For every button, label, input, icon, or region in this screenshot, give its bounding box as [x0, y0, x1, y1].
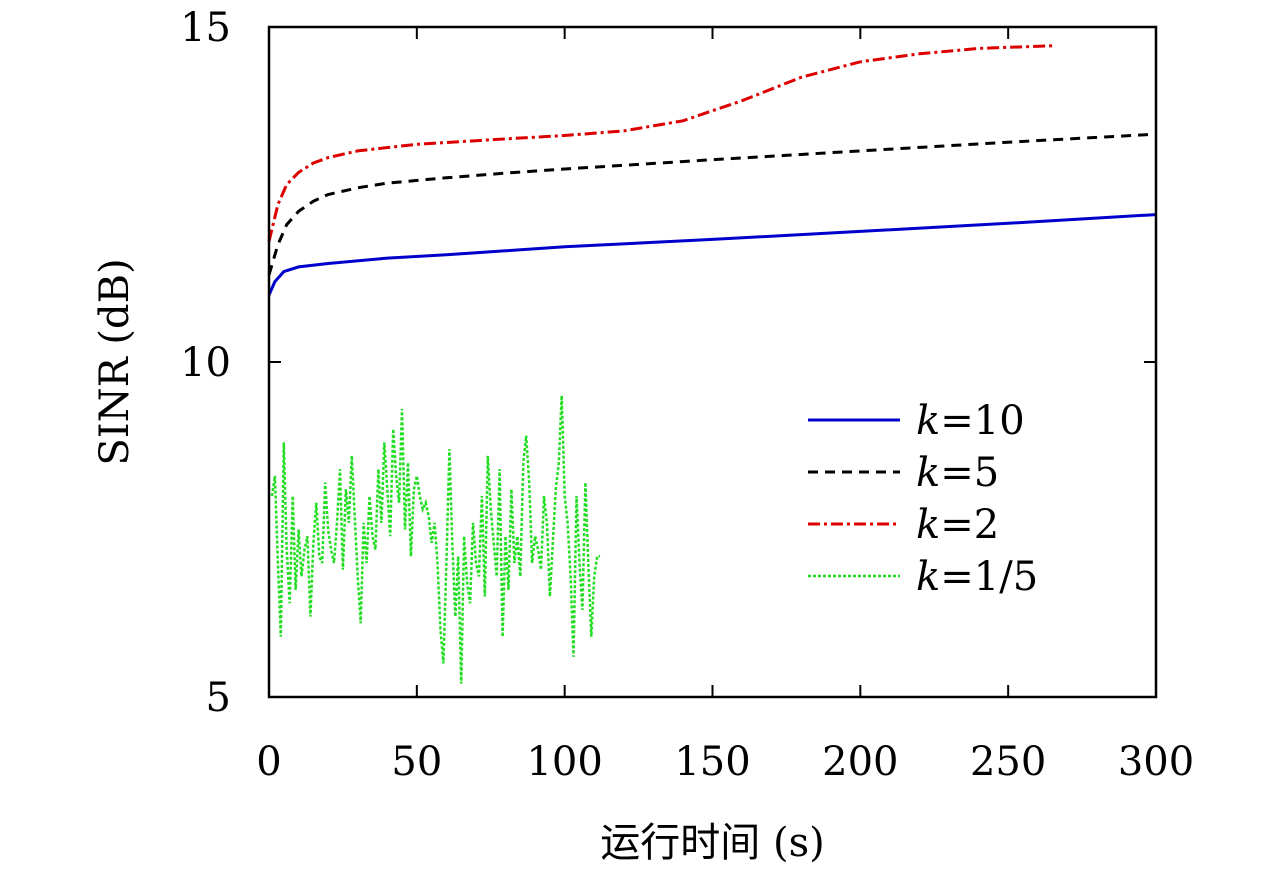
legend-label-2: k=2: [916, 502, 999, 548]
legend: k=10 k=5 k=2 k=1/5: [808, 398, 1038, 600]
legend-label-1: k=5: [916, 450, 999, 496]
series-line-2: [267, 44, 1053, 242]
x-tick-label: 0: [256, 739, 281, 785]
x-tick-label: 50: [391, 739, 442, 785]
series-line-0: [267, 213, 1157, 296]
x-tick-label: 250: [970, 739, 1046, 785]
ticks-layer: 0 50 100 150 200 250 300 5 10 15: [180, 5, 1194, 785]
legend-label-0: k=10: [916, 398, 1025, 444]
series-layer: [267, 44, 1157, 684]
y-tick-label: 15: [180, 5, 231, 51]
y-tick-label: 10: [180, 340, 231, 386]
y-axis-label: SINR (dB): [92, 258, 138, 465]
x-axis-label: 运行时间 (s): [600, 820, 824, 866]
series-line-1: [267, 132, 1157, 276]
y-tick-label: 5: [206, 675, 231, 721]
legend-label-3: k=1/5: [916, 554, 1038, 600]
x-tick-label: 100: [526, 739, 602, 785]
x-tick-label: 200: [822, 739, 898, 785]
x-tick-label: 150: [674, 739, 750, 785]
series-line-3: [270, 395, 601, 684]
x-tick-label: 300: [1118, 739, 1194, 785]
